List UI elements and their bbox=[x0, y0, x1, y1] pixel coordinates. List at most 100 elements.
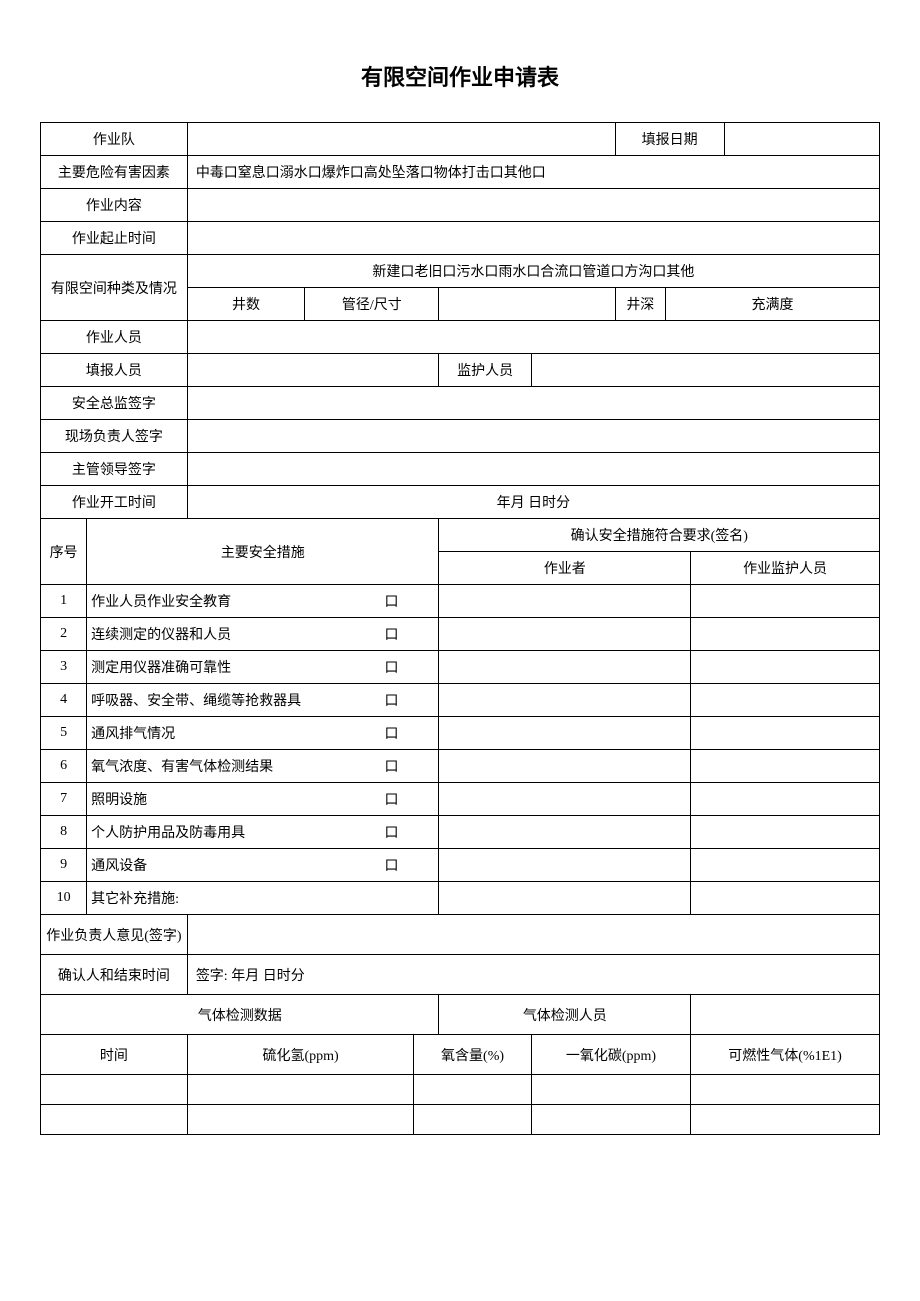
measure-no: 10 bbox=[41, 882, 87, 915]
label-well-depth: 井深 bbox=[615, 288, 665, 321]
measure-no: 2 bbox=[41, 618, 87, 651]
header-flammable: 可燃性气体(%1E1) bbox=[691, 1035, 880, 1075]
field-report-date bbox=[724, 123, 879, 156]
gas-row-o2 bbox=[414, 1105, 531, 1135]
header-worker: 作业者 bbox=[439, 552, 691, 585]
gas-row-flammable bbox=[691, 1105, 880, 1135]
field-reporter bbox=[187, 354, 439, 387]
label-work-time-range: 作业起止时间 bbox=[41, 222, 188, 255]
measure-no: 4 bbox=[41, 684, 87, 717]
field-space-type: 新建口老旧口污水口雨水口合流口管道口方沟口其他 bbox=[187, 255, 879, 288]
gas-row-time bbox=[41, 1105, 188, 1135]
label-well-count: 井数 bbox=[187, 288, 304, 321]
gas-row-o2 bbox=[414, 1075, 531, 1105]
measure-supervisor-sign bbox=[691, 816, 880, 849]
measure-supervisor-sign bbox=[691, 618, 880, 651]
measure-text: 其它补充措施: bbox=[87, 882, 439, 915]
field-manager-opinion bbox=[187, 915, 879, 955]
measure-text: 氧气浓度、有害气体检测结果口 bbox=[87, 750, 439, 783]
header-h2s: 硫化氢(ppm) bbox=[187, 1035, 414, 1075]
measure-worker-sign bbox=[439, 849, 691, 882]
label-supervisor: 监护人员 bbox=[439, 354, 531, 387]
measure-supervisor-sign bbox=[691, 882, 880, 915]
measure-text: 通风设备口 bbox=[87, 849, 439, 882]
measure-worker-sign bbox=[439, 882, 691, 915]
label-space-type: 有限空间种类及情况 bbox=[41, 255, 188, 321]
measure-text: 测定用仪器准确可靠性口 bbox=[87, 651, 439, 684]
field-leader-sign bbox=[187, 453, 879, 486]
header-co: 一氧化碳(ppm) bbox=[531, 1035, 690, 1075]
gas-row-co bbox=[531, 1075, 690, 1105]
measure-text: 个人防护用品及防毒用具口 bbox=[87, 816, 439, 849]
label-hazard-factors: 主要危险有害因素 bbox=[41, 156, 188, 189]
measure-supervisor-sign bbox=[691, 585, 880, 618]
gas-row-h2s bbox=[187, 1075, 414, 1105]
label-start-time: 作业开工时间 bbox=[41, 486, 188, 519]
measure-text: 呼吸器、安全带、绳缆等抢救器具口 bbox=[87, 684, 439, 717]
measure-worker-sign bbox=[439, 585, 691, 618]
field-team bbox=[187, 123, 615, 156]
measure-text: 照明设施口 bbox=[87, 783, 439, 816]
field-confirm-end-time: 签字: 年月 日时分 bbox=[187, 955, 879, 995]
measure-supervisor-sign bbox=[691, 684, 880, 717]
measure-no: 3 bbox=[41, 651, 87, 684]
measure-no: 7 bbox=[41, 783, 87, 816]
label-workers: 作业人员 bbox=[41, 321, 188, 354]
header-o2: 氧含量(%) bbox=[414, 1035, 531, 1075]
measure-no: 6 bbox=[41, 750, 87, 783]
measure-worker-sign bbox=[439, 783, 691, 816]
label-team: 作业队 bbox=[41, 123, 188, 156]
gas-row-h2s bbox=[187, 1105, 414, 1135]
label-gas-data: 气体检测数据 bbox=[41, 995, 439, 1035]
measure-no: 9 bbox=[41, 849, 87, 882]
measure-supervisor-sign bbox=[691, 750, 880, 783]
measure-worker-sign bbox=[439, 618, 691, 651]
field-gas-personnel bbox=[691, 995, 880, 1035]
measure-worker-sign bbox=[439, 717, 691, 750]
gas-row-co bbox=[531, 1105, 690, 1135]
page-title: 有限空间作业申请表 bbox=[40, 60, 880, 92]
header-work-supervisor: 作业监护人员 bbox=[691, 552, 880, 585]
label-fill-level: 充满度 bbox=[665, 288, 879, 321]
measure-supervisor-sign bbox=[691, 717, 880, 750]
measure-supervisor-sign bbox=[691, 783, 880, 816]
label-site-manager-sign: 现场负责人签字 bbox=[41, 420, 188, 453]
measure-worker-sign bbox=[439, 684, 691, 717]
measure-worker-sign bbox=[439, 651, 691, 684]
label-pipe-size: 管径/尺寸 bbox=[305, 288, 439, 321]
header-seq-no: 序号 bbox=[41, 519, 87, 585]
field-start-time: 年月 日时分 bbox=[187, 486, 879, 519]
label-manager-opinion: 作业负责人意见(签字) bbox=[41, 915, 188, 955]
measure-worker-sign bbox=[439, 816, 691, 849]
measure-supervisor-sign bbox=[691, 651, 880, 684]
measure-text: 作业人员作业安全教育口 bbox=[87, 585, 439, 618]
label-confirm-end-time: 确认人和结束时间 bbox=[41, 955, 188, 995]
application-form-table: 作业队 填报日期 主要危险有害因素 中毒口窒息口溺水口爆炸口高处坠落口物体打击口… bbox=[40, 122, 880, 1135]
header-main-measures: 主要安全措施 bbox=[87, 519, 439, 585]
field-work-content bbox=[187, 189, 879, 222]
header-time: 时间 bbox=[41, 1035, 188, 1075]
field-pipe-size bbox=[439, 288, 615, 321]
label-safety-director-sign: 安全总监签字 bbox=[41, 387, 188, 420]
measure-text: 连续测定的仪器和人员口 bbox=[87, 618, 439, 651]
gas-row-time bbox=[41, 1075, 188, 1105]
field-safety-director-sign bbox=[187, 387, 879, 420]
field-hazard-factors: 中毒口窒息口溺水口爆炸口高处坠落口物体打击口其他口 bbox=[187, 156, 879, 189]
label-report-date: 填报日期 bbox=[615, 123, 724, 156]
field-supervisor bbox=[531, 354, 879, 387]
measure-no: 8 bbox=[41, 816, 87, 849]
measure-no: 5 bbox=[41, 717, 87, 750]
field-site-manager-sign bbox=[187, 420, 879, 453]
label-reporter: 填报人员 bbox=[41, 354, 188, 387]
measure-no: 1 bbox=[41, 585, 87, 618]
label-leader-sign: 主管领导签字 bbox=[41, 453, 188, 486]
field-work-time-range bbox=[187, 222, 879, 255]
label-gas-personnel: 气体检测人员 bbox=[439, 995, 691, 1035]
measure-text: 通风排气情况口 bbox=[87, 717, 439, 750]
header-confirm-measures: 确认安全措施符合要求(签名) bbox=[439, 519, 880, 552]
gas-row-flammable bbox=[691, 1075, 880, 1105]
measure-worker-sign bbox=[439, 750, 691, 783]
measure-supervisor-sign bbox=[691, 849, 880, 882]
label-work-content: 作业内容 bbox=[41, 189, 188, 222]
field-workers bbox=[187, 321, 879, 354]
